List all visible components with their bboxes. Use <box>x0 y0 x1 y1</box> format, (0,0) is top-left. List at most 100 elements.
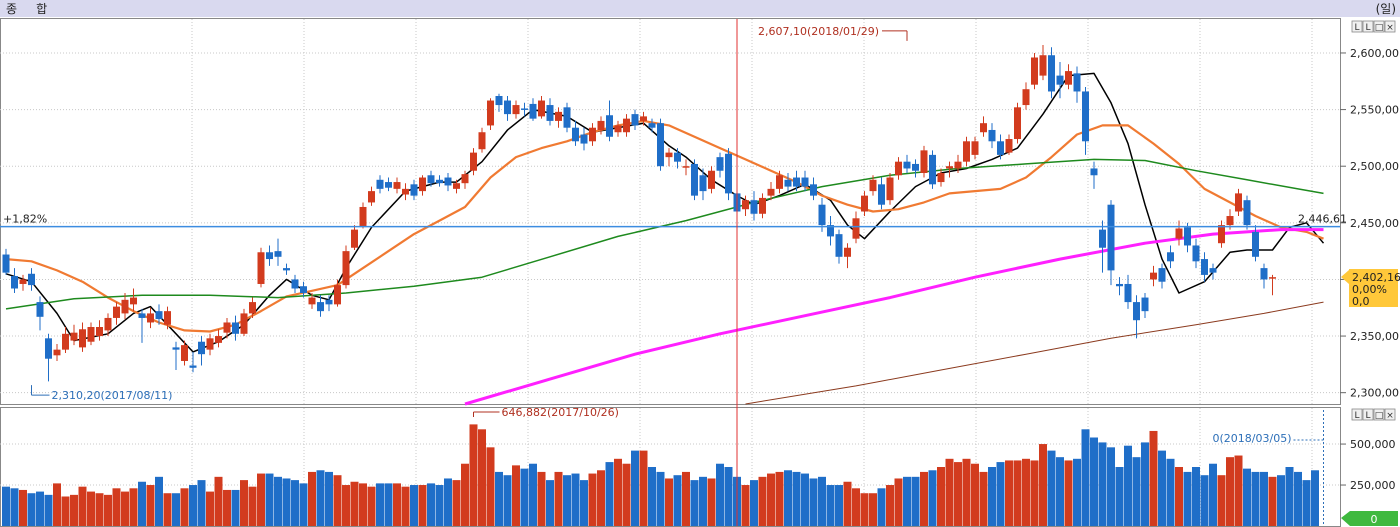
candle-body <box>674 152 681 162</box>
candle-body <box>1167 252 1174 262</box>
candle-body <box>793 177 800 187</box>
volume-tick-label: 500,000 <box>1350 438 1396 451</box>
candle-body <box>1243 200 1251 226</box>
candle-body <box>861 195 868 212</box>
volume-bar <box>775 471 784 526</box>
volume-bar <box>1047 450 1056 526</box>
panel-control-button[interactable] <box>1362 408 1374 421</box>
volume-bar <box>427 483 435 526</box>
candle-body <box>308 297 316 305</box>
volume-bar <box>1277 475 1285 526</box>
panel-control-button[interactable] <box>1373 20 1385 33</box>
candle-body <box>869 179 877 192</box>
volume-bar <box>1107 447 1115 526</box>
chart-annotations: +1,82% 2,446,61 2,607,10(2018/01/29) 2,310,… <box>0 19 1347 526</box>
volume-bar <box>367 486 376 526</box>
current-volume-badge <box>1341 511 1398 526</box>
candle-body <box>886 177 894 201</box>
current-volume-label: 0 <box>1371 513 1378 526</box>
candle-body <box>572 127 579 142</box>
panel-control-label: L <box>1365 411 1370 421</box>
candle-body <box>631 114 639 126</box>
volume-bar <box>291 480 299 526</box>
volume-bar <box>299 483 308 526</box>
candle-body <box>946 166 953 169</box>
candle-body <box>1158 268 1166 282</box>
volume-bar <box>350 481 359 526</box>
volume-bar <box>325 471 333 526</box>
panel-control-button[interactable] <box>1351 408 1363 421</box>
price-tick-label: 2,500,00 <box>1350 160 1399 173</box>
volume-bar <box>1302 480 1311 526</box>
candle-body <box>555 111 562 121</box>
volume-bar <box>240 480 248 526</box>
panel-control-button[interactable] <box>1384 20 1396 33</box>
candle-body <box>1235 193 1242 212</box>
panel-control-button[interactable] <box>1373 408 1385 421</box>
candle-body <box>716 157 724 171</box>
volume-bar <box>852 488 860 526</box>
volume-bar <box>27 493 36 526</box>
panel-control-button[interactable] <box>1362 20 1374 33</box>
volume-bar <box>461 463 469 526</box>
candle-body <box>776 175 783 189</box>
volume-bar <box>2 486 10 526</box>
volume-bar <box>580 480 588 526</box>
volume-bar <box>792 471 801 526</box>
candle-body <box>929 154 936 185</box>
volume-bar <box>1005 460 1013 526</box>
candle-body <box>742 200 749 210</box>
panel-controls[interactable]: L L □ ×L L □ × <box>1351 20 1396 421</box>
candle-body <box>614 125 622 133</box>
volume-bar <box>860 493 869 526</box>
price-tick-label: 2,450,00 <box>1350 217 1399 230</box>
volume-bar <box>699 476 707 526</box>
volume-bar <box>750 480 758 526</box>
candle-body <box>801 177 809 187</box>
candle-body <box>963 141 970 162</box>
candle-body <box>835 234 843 257</box>
volume-bar <box>1294 471 1302 526</box>
candle-body <box>1226 216 1234 226</box>
volume-bar <box>359 483 367 526</box>
candle-body <box>317 302 324 312</box>
current-price-label: 0,00% <box>1352 283 1387 296</box>
high-annotation-label: 2,607,10(2018/01/29) <box>758 25 879 38</box>
volume-bar <box>648 467 656 526</box>
price-tick-label: 2,600,00 <box>1350 47 1399 60</box>
volume-bar <box>206 491 214 526</box>
panel-control-label: L <box>1365 23 1370 33</box>
candle-body <box>257 252 265 284</box>
candle-body <box>708 170 715 189</box>
candle-body <box>164 311 171 325</box>
candle-body <box>70 332 78 341</box>
volume-bar <box>1098 442 1107 526</box>
candle-body <box>563 107 571 128</box>
panel-control-button[interactable] <box>1384 408 1396 421</box>
panel-control-label: L <box>1354 23 1359 33</box>
candle-body <box>138 313 146 318</box>
volume-bar <box>886 485 894 526</box>
volume-bar <box>53 483 61 526</box>
candle-body <box>665 152 673 158</box>
candle-body <box>1201 259 1208 275</box>
candle-body <box>1082 91 1089 142</box>
candle-body <box>232 322 239 334</box>
candle-body <box>478 132 486 150</box>
candle-body <box>1090 168 1098 176</box>
volume-bar <box>410 485 418 526</box>
chart-title: 종 합 <box>6 2 47 16</box>
candle-body <box>495 96 503 106</box>
volume-bar <box>818 476 826 526</box>
volume-bar <box>1183 471 1192 526</box>
panel-control-button[interactable] <box>1351 20 1363 33</box>
candle-body <box>1014 107 1021 140</box>
volume-bar <box>911 476 920 526</box>
volume-bar <box>877 488 886 526</box>
volume-bar <box>172 493 180 526</box>
candle-body <box>529 103 537 119</box>
candle-body <box>436 179 443 184</box>
volume-bar <box>282 478 291 526</box>
volume-bar <box>214 476 223 526</box>
